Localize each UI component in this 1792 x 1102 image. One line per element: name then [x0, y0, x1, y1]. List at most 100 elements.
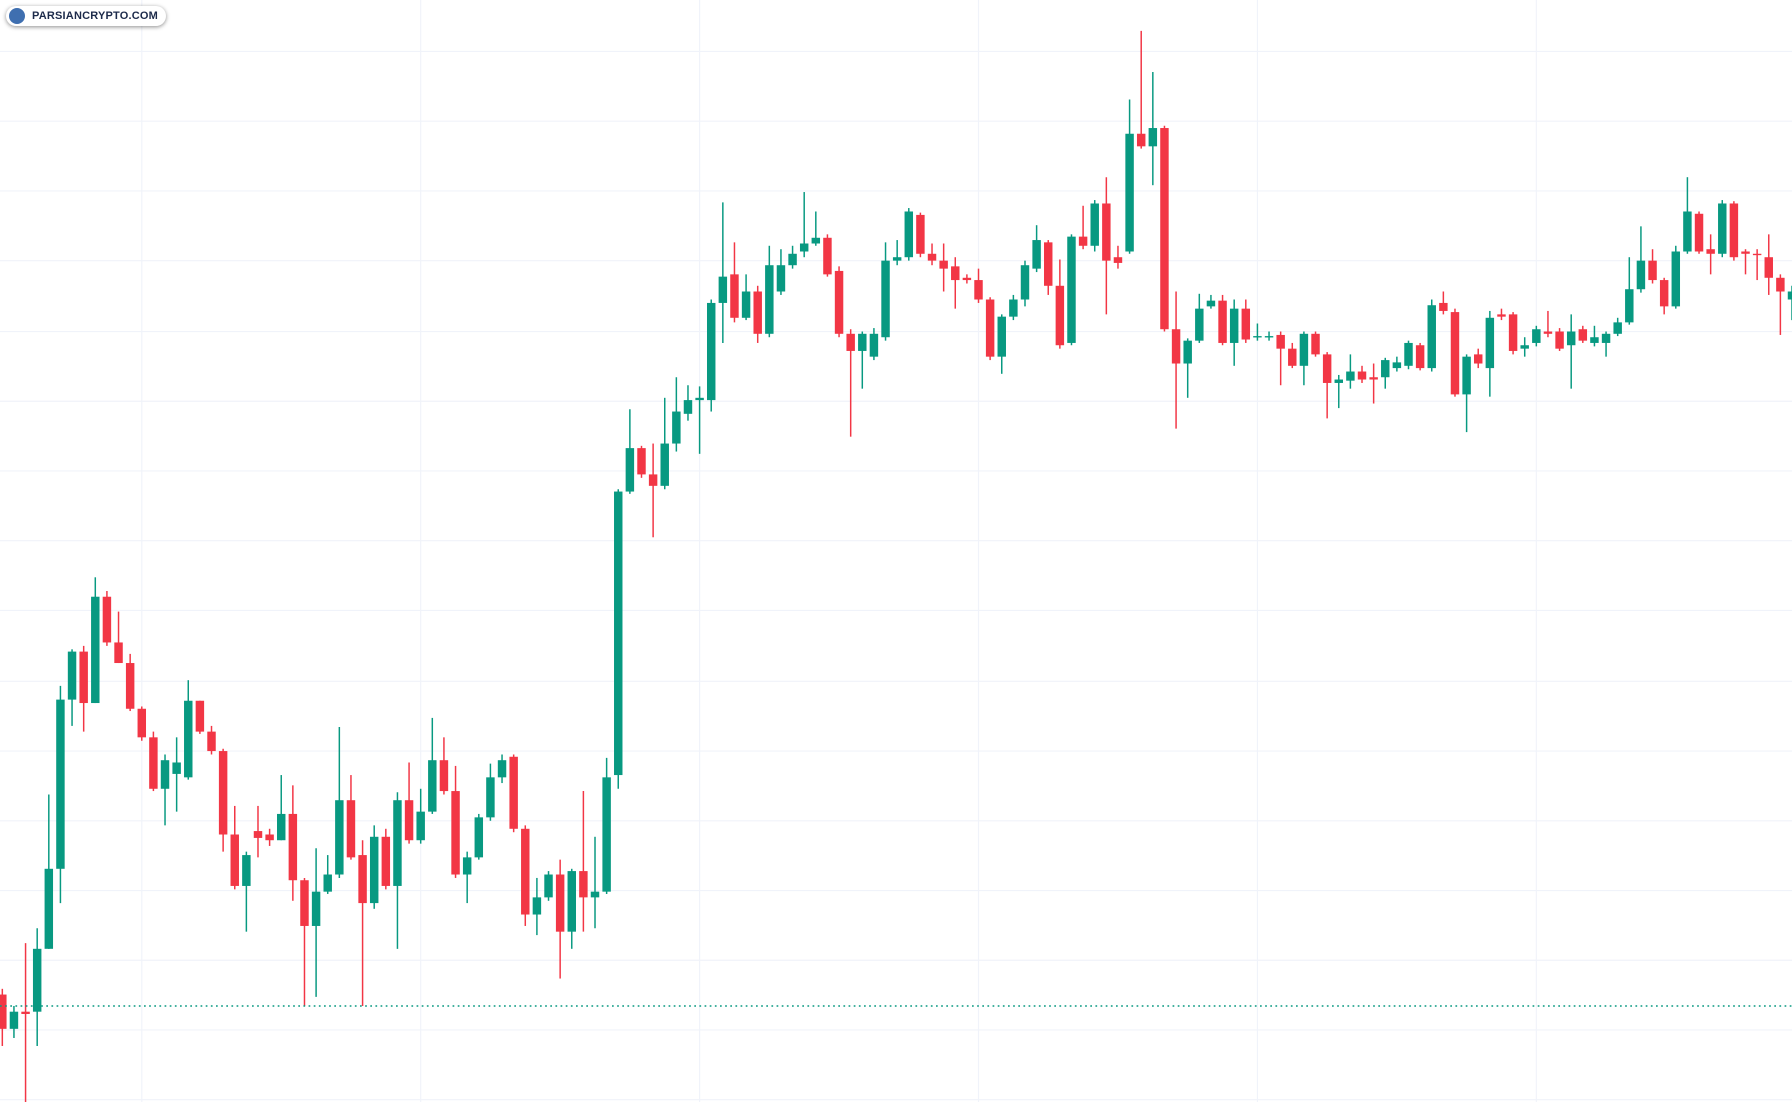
- candle-body: [1764, 257, 1773, 278]
- candle-body: [149, 737, 158, 789]
- candle-body: [218, 751, 228, 835]
- candle-body: [1625, 289, 1634, 323]
- candle-body: [1427, 305, 1436, 369]
- candle-body: [590, 891, 600, 898]
- candle-body: [1206, 300, 1216, 307]
- candle-body: [799, 243, 809, 252]
- candle-body: [1648, 260, 1657, 281]
- brand-text: PARSIANCRYPTO.COM: [32, 10, 159, 22]
- candle-body: [1636, 260, 1646, 290]
- candle-body: [1311, 333, 1320, 355]
- candle-body: [393, 800, 402, 886]
- candle-body: [1055, 285, 1065, 346]
- candle-body: [1497, 314, 1506, 317]
- candle-body: [195, 700, 205, 732]
- candle-body: [1543, 331, 1553, 334]
- candle-body: [1450, 312, 1460, 395]
- candle-body: [346, 800, 356, 858]
- candle-body: [1136, 133, 1146, 147]
- candle-body: [1659, 280, 1669, 307]
- candle-body: [1776, 277, 1785, 292]
- candle-body: [1067, 236, 1076, 343]
- candle-body: [997, 316, 1006, 357]
- candle-body: [1694, 213, 1704, 252]
- candle-body: [1706, 249, 1715, 254]
- candle-body: [265, 834, 274, 841]
- candle-body: [1473, 354, 1483, 364]
- candle-body: [1787, 291, 1792, 300]
- candle-body: [137, 708, 147, 738]
- candle-body: [509, 756, 518, 829]
- candle-body: [44, 868, 54, 949]
- candle-body: [718, 276, 728, 303]
- candle-body: [1752, 253, 1762, 256]
- candle-body: [1520, 345, 1529, 349]
- candle-body: [439, 760, 449, 792]
- candle-body: [1171, 329, 1181, 364]
- candle-body: [404, 800, 414, 841]
- candle-body: [706, 302, 716, 401]
- candle-body: [1288, 348, 1297, 366]
- candle-body: [1253, 336, 1262, 338]
- candle-body: [974, 280, 983, 300]
- candle-body: [102, 596, 112, 643]
- brand-icon: [9, 8, 25, 24]
- candle-body: [1508, 314, 1518, 351]
- candle-body: [1346, 371, 1355, 381]
- candle-body: [1102, 203, 1111, 261]
- candle-body: [985, 299, 995, 357]
- candle-body: [1044, 242, 1053, 286]
- candle-body: [1357, 371, 1367, 380]
- candle-body: [730, 274, 739, 318]
- candle-body: [521, 828, 530, 915]
- candle-body: [1009, 299, 1018, 317]
- candle-body: [614, 491, 623, 776]
- candle-body: [1439, 302, 1448, 311]
- candle-body: [1334, 379, 1343, 383]
- candle-body: [1462, 356, 1471, 395]
- candle-body: [1555, 331, 1564, 349]
- candle-body: [1404, 342, 1413, 366]
- candle-body: [125, 663, 135, 709]
- candle-body: [1322, 354, 1332, 383]
- candle-body: [869, 333, 879, 357]
- candle-body: [1613, 322, 1622, 334]
- candle-body: [288, 813, 298, 881]
- candle-body: [1729, 203, 1739, 258]
- candle-body: [79, 651, 88, 704]
- candle-body: [56, 699, 65, 869]
- candle-body: [532, 897, 542, 915]
- candle-body: [1485, 317, 1495, 369]
- candle-body: [567, 871, 576, 932]
- candle-body: [335, 800, 344, 875]
- candle-body: [300, 880, 309, 926]
- candle-body: [939, 260, 948, 269]
- candle-body: [474, 817, 484, 858]
- candle-body: [1160, 128, 1169, 330]
- candle-body: [21, 1011, 30, 1014]
- candle-body: [892, 257, 902, 261]
- candle-body: [172, 762, 181, 774]
- candle-body: [184, 700, 193, 778]
- candle-body: [544, 874, 553, 898]
- candle-body: [811, 237, 821, 244]
- candle-body: [1264, 336, 1274, 338]
- candle-body: [648, 474, 658, 486]
- candle-body: [1148, 128, 1158, 147]
- candle-body: [1381, 360, 1390, 378]
- candle-body: [683, 400, 693, 414]
- candle-body: [369, 836, 379, 904]
- candle-body: [579, 871, 588, 898]
- candle-body: [1369, 377, 1378, 380]
- candle-body: [625, 448, 635, 492]
- candle-body: [253, 831, 263, 838]
- candle-body: [358, 855, 367, 904]
- candle-body: [695, 397, 704, 401]
- candle-body: [672, 411, 681, 444]
- candle-body: [776, 265, 786, 292]
- candle-body: [962, 277, 972, 281]
- candle-body: [277, 813, 286, 841]
- candle-body: [741, 291, 751, 318]
- candle-body: [916, 214, 925, 254]
